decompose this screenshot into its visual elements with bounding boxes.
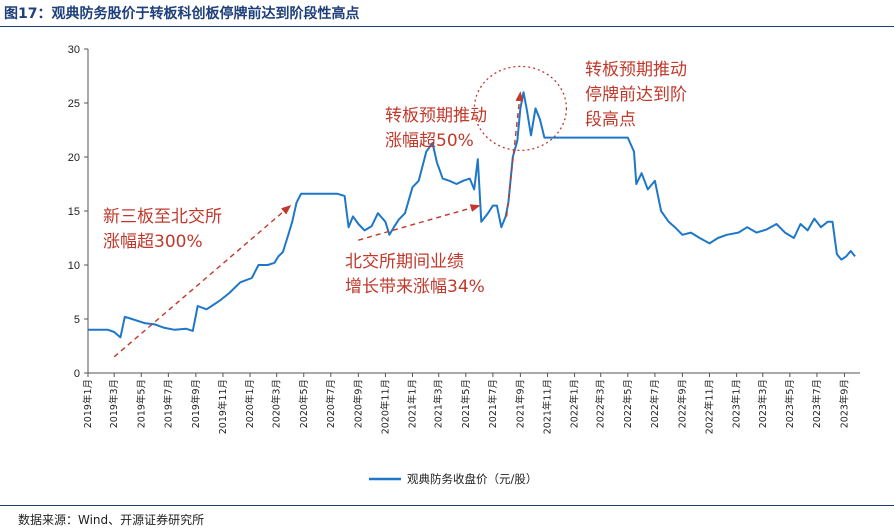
x-tick-label: 2023年1月 — [731, 379, 743, 428]
x-tick-label: 2022年9月 — [676, 379, 688, 428]
source-rule — [0, 505, 894, 506]
line-chart: 0 5 10 15 20 25 30 2019年1月 2019年3月 2019年5月 2019年7… — [68, 44, 860, 486]
x-tick-label: 2020年9月 — [352, 379, 364, 428]
y-tick-label: 30 — [68, 44, 80, 56]
x-tick-label: 2020年1月 — [244, 379, 256, 428]
x-tick-label: 2019年3月 — [108, 379, 120, 428]
x-tick-label: 2021年3月 — [433, 379, 445, 428]
x-tick-label: 2020年3月 — [271, 379, 283, 428]
annotation-peak-circle — [473, 65, 568, 152]
legend-label: 观典防务收盘价（元/股） — [407, 472, 537, 486]
annotation-text: 涨幅超50% — [385, 131, 474, 151]
x-tick-label: 2022年1月 — [569, 379, 581, 428]
x-tick-label: 2019年11月 — [217, 379, 229, 434]
annotation-arrow — [113, 204, 292, 358]
annotation-text: 增长带来涨幅34% — [345, 277, 485, 297]
y-tick-label: 25 — [68, 98, 80, 110]
x-tick-label: 2019年1月 — [82, 379, 94, 428]
title-rule — [0, 26, 894, 27]
legend: 观典防务收盘价（元/股） — [369, 472, 537, 486]
annotation-arrow — [358, 204, 481, 241]
series-layer — [88, 91, 856, 339]
x-tick-label: 2021年11月 — [541, 379, 553, 434]
x-tick-label: 2020年5月 — [298, 379, 310, 428]
annotations-layer: 新三板至北交所涨幅超300%北交所期间业绩增长带来涨幅34%转板预期推动涨幅超5… — [103, 60, 687, 358]
annotation-text: 转板预期推动 — [385, 106, 487, 126]
x-tick-label: 2019年5月 — [135, 379, 147, 428]
y-tick-label: 15 — [68, 206, 80, 218]
y-ticks: 0 5 10 15 20 25 30 — [68, 44, 88, 380]
source-note: 数据来源：Wind、开源证券研究所 — [18, 513, 205, 527]
annotation-text: 新三板至北交所 — [103, 207, 222, 227]
x-ticks: 2019年1月 2019年3月 2019年5月 2019年7月 2019年9月 2019年… — [82, 373, 850, 434]
x-tick-label: 2022年11月 — [704, 379, 716, 434]
annotation-text: 转板预期推动 — [585, 60, 687, 80]
annotation-arrow — [505, 91, 524, 217]
annotation-text: 涨幅超300% — [103, 232, 203, 252]
y-tick-label: 0 — [74, 368, 80, 380]
figure-title: 图17：观典防务股价于转板科创板停牌前达到阶段性高点 — [4, 6, 360, 22]
x-tick-label: 2023年3月 — [757, 379, 769, 428]
x-tick-label: 2023年5月 — [784, 379, 796, 428]
x-tick-label: 2019年7月 — [162, 379, 174, 428]
annotation-text: 段高点 — [585, 110, 636, 130]
series-line-close-price — [88, 91, 856, 339]
y-tick-label: 20 — [68, 152, 80, 164]
annotation-text: 北交所期间业绩 — [345, 252, 464, 272]
y-tick-label: 10 — [68, 260, 80, 272]
x-tick-label: 2022年7月 — [649, 379, 661, 428]
x-tick-label: 2021年1月 — [407, 379, 419, 428]
x-tick-label: 2019年9月 — [190, 379, 202, 428]
y-tick-label: 5 — [74, 314, 80, 326]
x-tick-label: 2021年9月 — [514, 379, 526, 428]
x-tick-label: 2022年5月 — [622, 379, 634, 428]
x-tick-label: 2021年5月 — [460, 379, 472, 428]
x-tick-label: 2023年7月 — [811, 379, 823, 428]
x-tick-label: 2021年7月 — [487, 379, 499, 428]
x-tick-label: 2020年11月 — [379, 379, 391, 434]
x-tick-label: 2020年7月 — [325, 379, 337, 428]
annotation-text: 停牌前达到阶 — [585, 85, 687, 105]
x-tick-label: 2022年3月 — [595, 379, 607, 428]
x-tick-label: 2023年9月 — [838, 379, 850, 428]
